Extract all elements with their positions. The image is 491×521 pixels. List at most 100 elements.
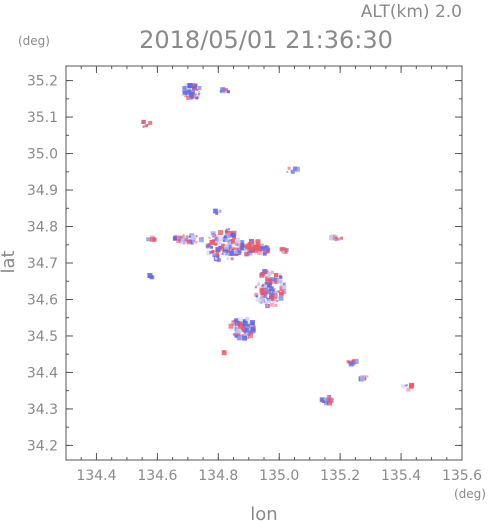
data-point (281, 250, 285, 254)
data-point (265, 247, 270, 252)
data-point (240, 247, 244, 251)
data-point (211, 232, 215, 237)
data-point (191, 90, 195, 95)
data-point (221, 237, 225, 241)
data-point (269, 289, 275, 295)
data-point (236, 237, 240, 242)
data-point (216, 251, 219, 255)
data-point (278, 295, 284, 301)
data-point (254, 286, 257, 289)
data-point (366, 375, 369, 378)
data-point (228, 323, 234, 329)
data-point (254, 244, 260, 250)
data-point (267, 271, 272, 276)
data-point (198, 92, 201, 95)
data-point (214, 231, 217, 234)
data-point (233, 249, 238, 254)
data-point (281, 289, 287, 295)
data-point (225, 230, 231, 236)
x-tick-label: 134.4 (76, 468, 116, 484)
data-point (279, 282, 285, 288)
data-point (185, 86, 191, 91)
data-point (257, 247, 262, 252)
data-point (147, 273, 153, 278)
data-point (209, 251, 213, 254)
data-point (401, 384, 405, 389)
data-point (213, 234, 218, 239)
data-point (240, 240, 245, 245)
data-point (233, 247, 235, 250)
data-point (251, 329, 256, 334)
data-point (244, 251, 250, 257)
data-point (224, 244, 230, 250)
data-point (182, 241, 186, 245)
plot-points (141, 82, 415, 406)
data-point (230, 245, 235, 250)
y-tick-label: 34.2 (27, 438, 58, 454)
data-point (187, 83, 193, 88)
data-point (184, 238, 188, 242)
data-point (194, 83, 198, 87)
data-point (359, 375, 365, 381)
x-tick-label: 134.6 (137, 468, 177, 484)
data-point (255, 296, 261, 302)
data-point (146, 237, 151, 242)
data-point (271, 299, 276, 304)
data-point (247, 324, 251, 328)
data-point (190, 96, 194, 100)
data-point (211, 249, 215, 253)
data-point (186, 235, 189, 238)
data-point (194, 94, 198, 98)
data-point (236, 328, 242, 334)
data-point (141, 119, 146, 124)
data-point (220, 87, 226, 93)
data-point (198, 96, 200, 99)
data-point (230, 232, 236, 238)
data-point (197, 86, 202, 90)
data-point (212, 253, 217, 258)
axis-ticks: 134.4 134.6 134.8 135.0 135.2 135.4 135.6 34.2 3… (27, 66, 482, 484)
data-point (287, 166, 291, 170)
data-point (221, 243, 226, 248)
chart-title: 2018/05/01 21:36:30 (139, 26, 393, 54)
data-point (257, 249, 263, 255)
data-point (274, 303, 278, 307)
data-point (351, 359, 355, 363)
x-axis-unit: (deg) (454, 487, 486, 501)
data-point (218, 230, 223, 236)
data-point (245, 245, 250, 250)
data-point (409, 382, 415, 388)
data-point (214, 250, 217, 253)
data-point (186, 239, 191, 244)
data-point (275, 298, 277, 301)
data-point (257, 251, 260, 254)
data-point (247, 321, 253, 327)
data-point (234, 247, 239, 252)
data-point (234, 321, 240, 326)
data-point (213, 208, 218, 213)
data-point (230, 238, 235, 243)
data-point (237, 319, 240, 322)
data-point (254, 292, 259, 297)
data-point (226, 90, 230, 94)
data-point (232, 333, 235, 336)
data-point (182, 236, 186, 240)
data-point (241, 326, 246, 331)
data-point (245, 316, 250, 321)
data-point (225, 91, 228, 94)
data-point (226, 258, 229, 260)
data-point (195, 96, 199, 100)
data-point (182, 86, 188, 92)
data-point (253, 249, 258, 253)
data-point (242, 335, 248, 341)
data-point (277, 278, 283, 284)
data-point (144, 124, 148, 128)
data-point (248, 333, 253, 339)
data-point (247, 250, 253, 256)
data-point (235, 240, 241, 246)
data-point (267, 304, 270, 306)
data-point (274, 275, 278, 279)
data-point (335, 237, 338, 239)
x-tick-label: 135.2 (320, 468, 360, 484)
data-point (255, 239, 261, 245)
